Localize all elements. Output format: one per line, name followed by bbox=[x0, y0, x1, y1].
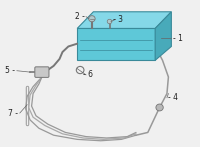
Text: 2 -: 2 - bbox=[75, 12, 85, 21]
Text: - 6: - 6 bbox=[83, 70, 93, 79]
Circle shape bbox=[156, 104, 163, 111]
Text: - 1: - 1 bbox=[173, 34, 183, 43]
Text: 5 -: 5 - bbox=[5, 66, 15, 75]
Circle shape bbox=[157, 105, 163, 110]
Text: - 4: - 4 bbox=[168, 93, 178, 102]
Polygon shape bbox=[77, 12, 171, 28]
Polygon shape bbox=[77, 28, 155, 60]
Circle shape bbox=[107, 19, 112, 24]
FancyBboxPatch shape bbox=[35, 67, 49, 77]
Circle shape bbox=[89, 16, 95, 22]
Text: 7 -: 7 - bbox=[8, 108, 18, 117]
Polygon shape bbox=[155, 12, 171, 60]
Text: - 3: - 3 bbox=[113, 15, 123, 24]
